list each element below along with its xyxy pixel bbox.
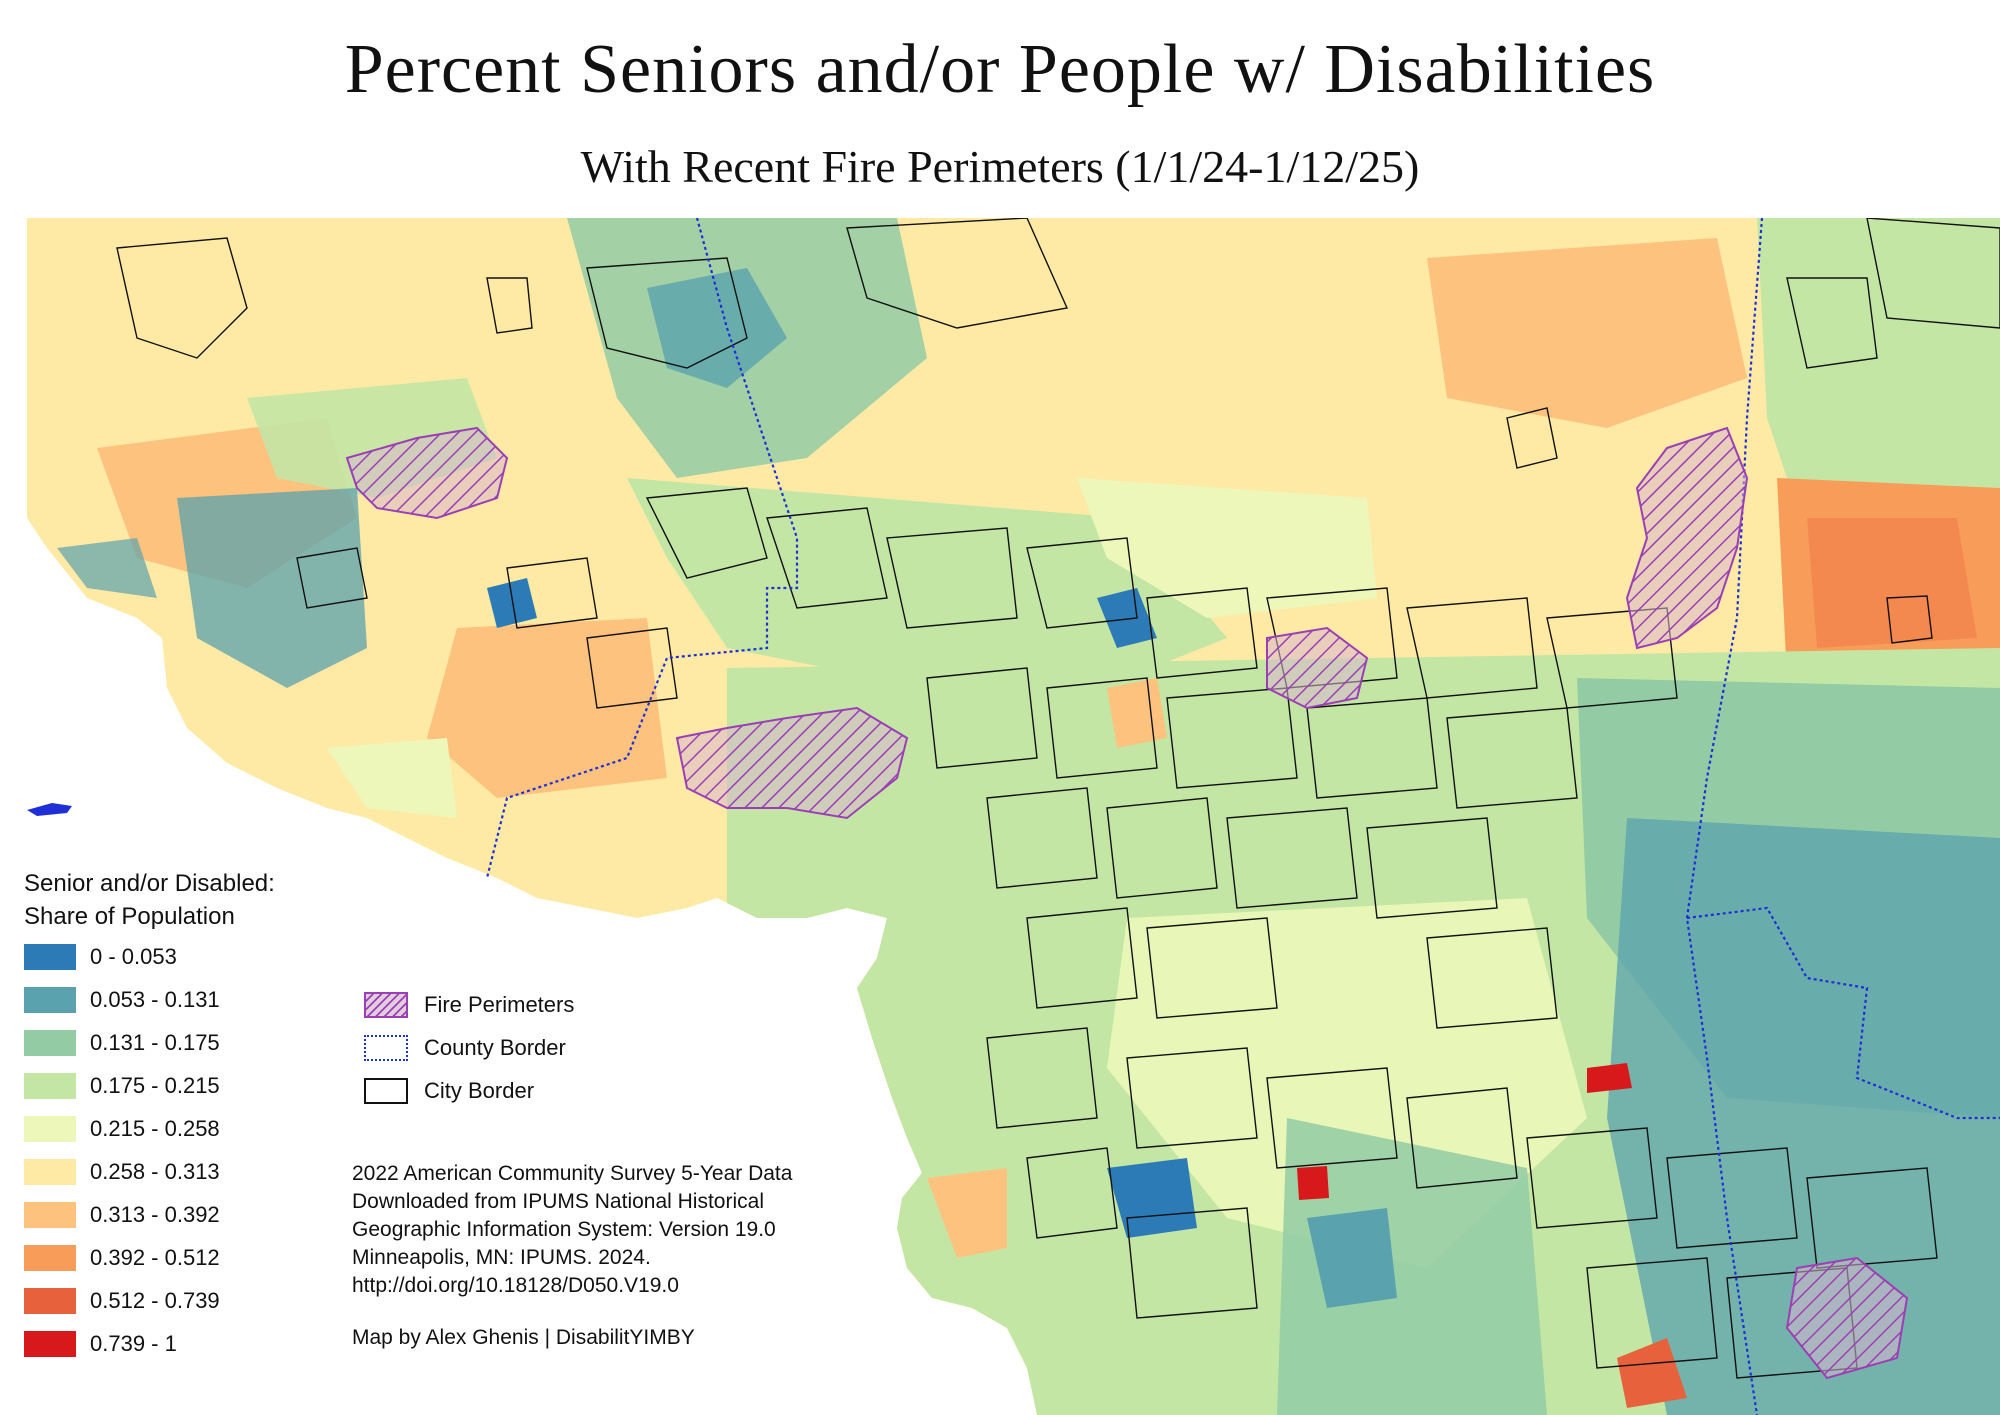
legend-label: 0.175 - 0.215 bbox=[90, 1073, 220, 1098]
legend-item-label: City Border bbox=[424, 1078, 535, 1103]
legend-swatch bbox=[24, 1030, 76, 1056]
legend-label: 0.739 - 1 bbox=[90, 1331, 177, 1356]
legend-item-label: Fire Perimeters bbox=[424, 992, 575, 1017]
legend-item: 0.175 - 0.215 bbox=[24, 1071, 220, 1101]
legend-swatch bbox=[24, 1202, 76, 1228]
legend-item: 0.131 - 0.175 bbox=[24, 1028, 220, 1058]
city-border-swatch bbox=[364, 1078, 408, 1104]
source-citation: 2022 American Community Survey 5-Year Da… bbox=[352, 1160, 792, 1300]
legend-title: Senior and/or Disabled: bbox=[24, 870, 275, 897]
legend-item: 0.215 - 0.258 bbox=[24, 1114, 220, 1144]
ocean-islands bbox=[27, 803, 72, 816]
legend-item: 0.392 - 0.512 bbox=[24, 1243, 220, 1273]
legend-label: 0.215 - 0.258 bbox=[90, 1116, 220, 1141]
legend-label: 0.258 - 0.313 bbox=[90, 1159, 220, 1184]
legend-item: 0.258 - 0.313 bbox=[24, 1157, 220, 1187]
fire-perimeter-swatch bbox=[364, 992, 408, 1018]
legend-swatch bbox=[24, 1331, 76, 1357]
legend-label: 0.131 - 0.175 bbox=[90, 1030, 220, 1055]
source-line: Minneapolis, MN: IPUMS. 2024. bbox=[352, 1246, 651, 1269]
legend-item: 0.739 - 1 bbox=[24, 1329, 177, 1359]
county-border-swatch bbox=[364, 1035, 408, 1061]
legend-swatch bbox=[24, 987, 76, 1013]
map-land bbox=[27, 218, 2000, 1415]
legend-item: 0.512 - 0.739 bbox=[24, 1286, 220, 1316]
choropleth-map bbox=[27, 218, 2000, 1415]
county-borders bbox=[485, 218, 2000, 1415]
author-credit: Map by Alex Ghenis | DisabilitYIMBY bbox=[352, 1326, 695, 1349]
legend-item: 0 - 0.053 bbox=[24, 942, 177, 972]
legend-label: 0 - 0.053 bbox=[90, 944, 177, 969]
legend-swatch bbox=[24, 1159, 76, 1185]
map-subtitle: With Recent Fire Perimeters (1/1/24-1/12… bbox=[580, 141, 1420, 192]
source-line: http://doi.org/10.18128/D050.V19.0 bbox=[352, 1274, 679, 1297]
legend-subtitle: Share of Population bbox=[24, 903, 235, 930]
city-borders bbox=[116, 218, 2000, 1379]
legend-swatch bbox=[24, 1288, 76, 1314]
legend-swatch bbox=[24, 1116, 76, 1142]
fire-perimeters bbox=[345, 426, 1909, 1380]
legend-item: 0.313 - 0.392 bbox=[24, 1200, 220, 1230]
legend-label: 0.313 - 0.392 bbox=[90, 1202, 220, 1227]
legend-label: 0.053 - 0.131 bbox=[90, 987, 220, 1012]
legend-label: 0.512 - 0.739 bbox=[90, 1288, 220, 1313]
legend-item-fire: Fire Perimeters bbox=[364, 990, 574, 1020]
legend-item: 0.053 - 0.131 bbox=[24, 985, 220, 1015]
map-title: Percent Seniors and/or People w/ Disabil… bbox=[344, 31, 1656, 108]
legend-item-city: City Border bbox=[364, 1076, 534, 1106]
source-line: 2022 American Community Survey 5-Year Da… bbox=[352, 1162, 793, 1185]
legend-swatch bbox=[24, 1073, 76, 1099]
source-line: Downloaded from IPUMS National Historica… bbox=[352, 1190, 764, 1213]
legend-label: 0.392 - 0.512 bbox=[90, 1245, 220, 1270]
legend-item-label: County Border bbox=[424, 1035, 566, 1060]
legend-item-county: County Border bbox=[364, 1033, 566, 1063]
legend-swatch bbox=[24, 944, 76, 970]
source-line: Geographic Information System: Version 1… bbox=[352, 1218, 776, 1241]
legend-swatch bbox=[24, 1245, 76, 1271]
